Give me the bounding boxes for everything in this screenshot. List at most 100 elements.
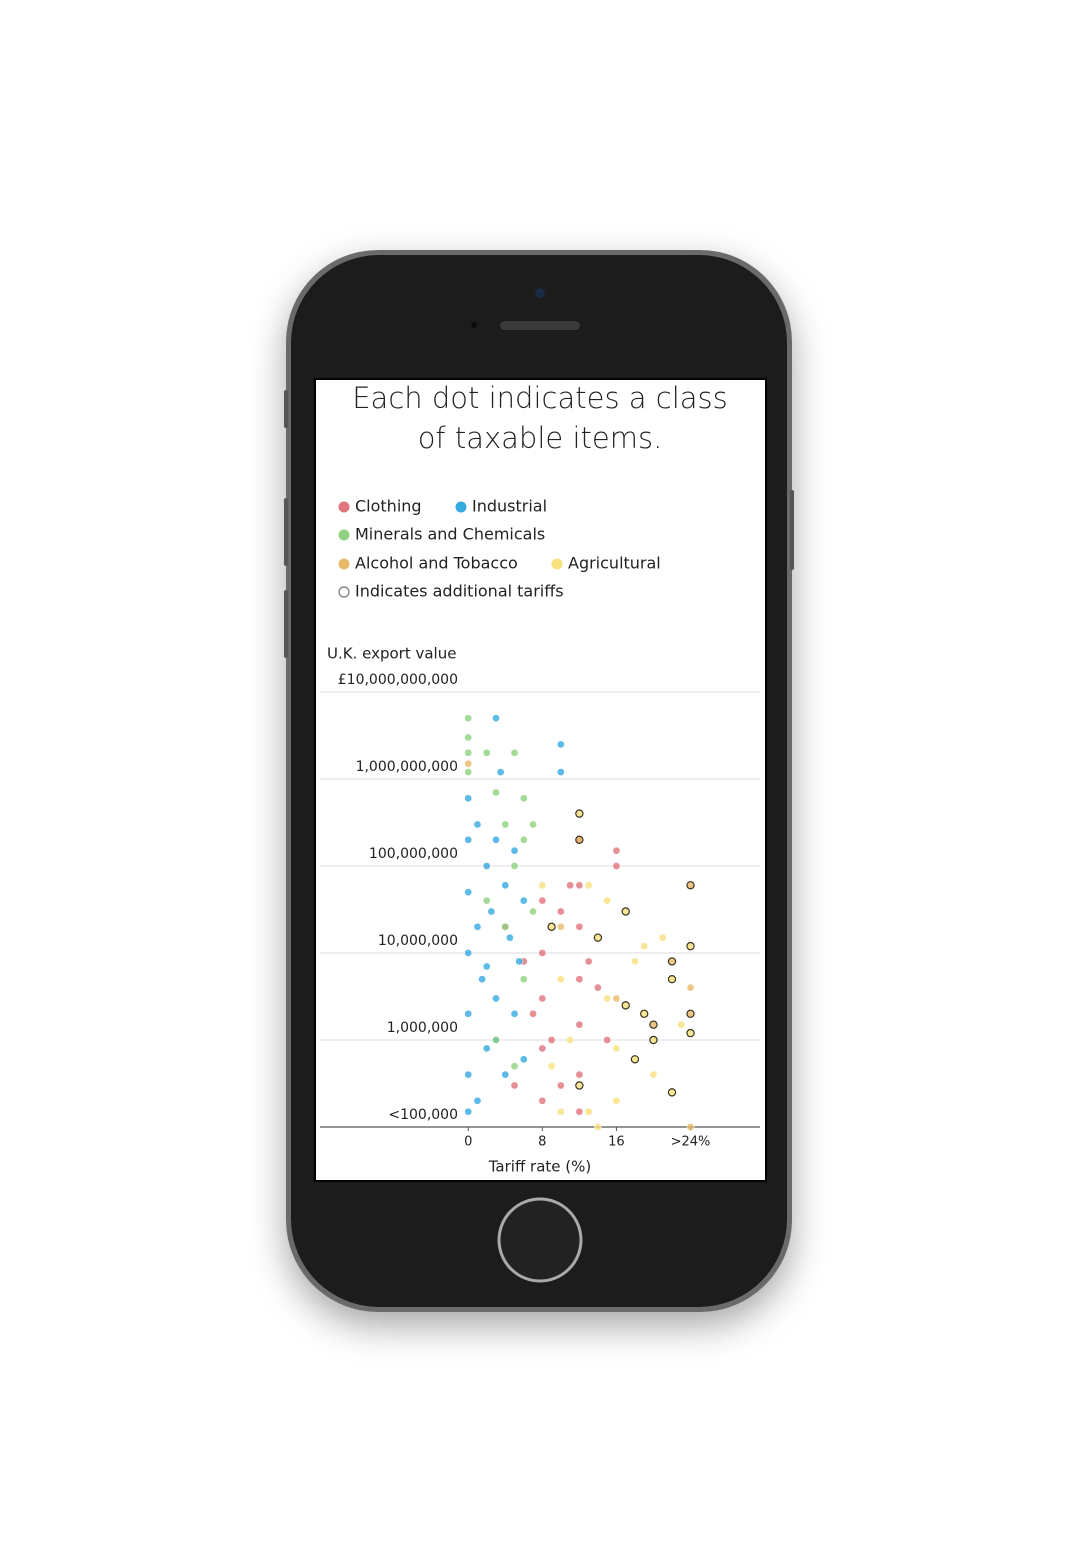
x-tick-label: >24% — [671, 1135, 711, 1150]
dot — [566, 881, 574, 890]
dot — [515, 957, 524, 966]
x-axis-title: Tariff rate (%) — [488, 1158, 592, 1176]
dot — [492, 994, 500, 1003]
y-tick-label: 100,000,000 — [369, 846, 458, 862]
dot — [538, 881, 547, 890]
dot — [603, 994, 612, 1003]
dot — [519, 1055, 528, 1064]
dot — [575, 1107, 584, 1116]
dot — [649, 1035, 658, 1045]
dot — [538, 896, 547, 905]
y-tick-label: £10,000,000,000 — [338, 672, 458, 688]
dot — [584, 1107, 593, 1116]
chart-title-line: of taxable items. — [418, 421, 663, 455]
dot — [593, 933, 603, 942]
dot — [538, 949, 547, 957]
y-tick-label: 1,000,000,000 — [356, 759, 458, 775]
dot — [621, 1001, 630, 1010]
dot — [519, 975, 528, 984]
dot — [510, 1081, 519, 1090]
dot — [686, 1123, 695, 1131]
dot — [631, 957, 639, 966]
dot — [556, 768, 565, 776]
dot — [584, 881, 593, 890]
dot — [464, 794, 473, 803]
chart-title-line: Each dot indicates a class — [352, 381, 728, 415]
dot — [686, 941, 695, 951]
dot — [603, 1036, 612, 1044]
legend-label: Alcohol and Tobacco — [355, 554, 518, 573]
legend-swatch — [338, 586, 350, 598]
dot — [667, 974, 677, 984]
dot — [575, 881, 584, 890]
dot — [492, 1036, 500, 1044]
dot — [594, 983, 602, 992]
legend-label: Minerals and Chemicals — [355, 525, 545, 544]
dot — [686, 881, 695, 890]
plot: <100,000 1,000,000 10,000,000 100,000,000 1,… — [320, 672, 760, 1150]
dot — [547, 1036, 556, 1044]
dot — [575, 975, 584, 984]
dot — [473, 820, 482, 829]
dot — [612, 1096, 621, 1105]
dot — [506, 933, 514, 942]
dot — [510, 862, 519, 870]
dot — [649, 1070, 658, 1079]
dot — [584, 957, 593, 966]
dot — [492, 835, 500, 844]
legend-swatch — [455, 501, 467, 513]
dot — [464, 714, 473, 723]
dot — [501, 881, 510, 890]
dot — [464, 949, 473, 957]
dot — [464, 768, 473, 776]
y-tick-label: 1,000,000 — [387, 1020, 458, 1036]
dot — [612, 862, 621, 870]
dot — [464, 759, 473, 768]
dot — [510, 1009, 519, 1018]
legend-swatch — [338, 529, 350, 541]
dot — [686, 1009, 695, 1019]
dot — [640, 1009, 649, 1019]
dot — [575, 1081, 584, 1090]
dot — [612, 846, 621, 855]
dot — [478, 975, 486, 984]
legend-label: Clothing — [355, 497, 422, 516]
dot — [566, 1036, 574, 1044]
dot — [510, 748, 519, 757]
dot — [556, 975, 565, 984]
dot — [464, 1009, 473, 1018]
dot — [482, 962, 491, 971]
dot — [594, 1123, 602, 1131]
dot — [473, 922, 482, 931]
legend-label: Agricultural — [568, 554, 661, 573]
dot — [519, 896, 528, 905]
dot — [492, 714, 500, 723]
dot — [510, 846, 519, 855]
dot — [667, 1088, 677, 1097]
x-tick-label: 16 — [608, 1135, 625, 1150]
dot — [677, 1020, 686, 1029]
dot — [482, 1044, 491, 1053]
dot — [464, 888, 473, 897]
dot — [473, 1096, 482, 1105]
dot — [529, 820, 537, 829]
dot — [547, 922, 556, 932]
dot — [519, 835, 528, 844]
dot — [487, 907, 496, 916]
dot — [575, 835, 584, 845]
dot — [556, 740, 565, 749]
dot — [482, 748, 491, 757]
dot — [464, 1107, 473, 1116]
dot — [556, 907, 565, 916]
y-axis-title: U.K. export value — [327, 645, 456, 663]
dot — [482, 896, 491, 905]
dot — [501, 1070, 510, 1079]
legend-swatch — [338, 558, 350, 570]
dot — [621, 907, 630, 916]
dot — [575, 922, 584, 931]
dot — [538, 1044, 547, 1053]
dot — [547, 1062, 556, 1071]
dot — [575, 1070, 584, 1079]
dot — [538, 1096, 547, 1105]
